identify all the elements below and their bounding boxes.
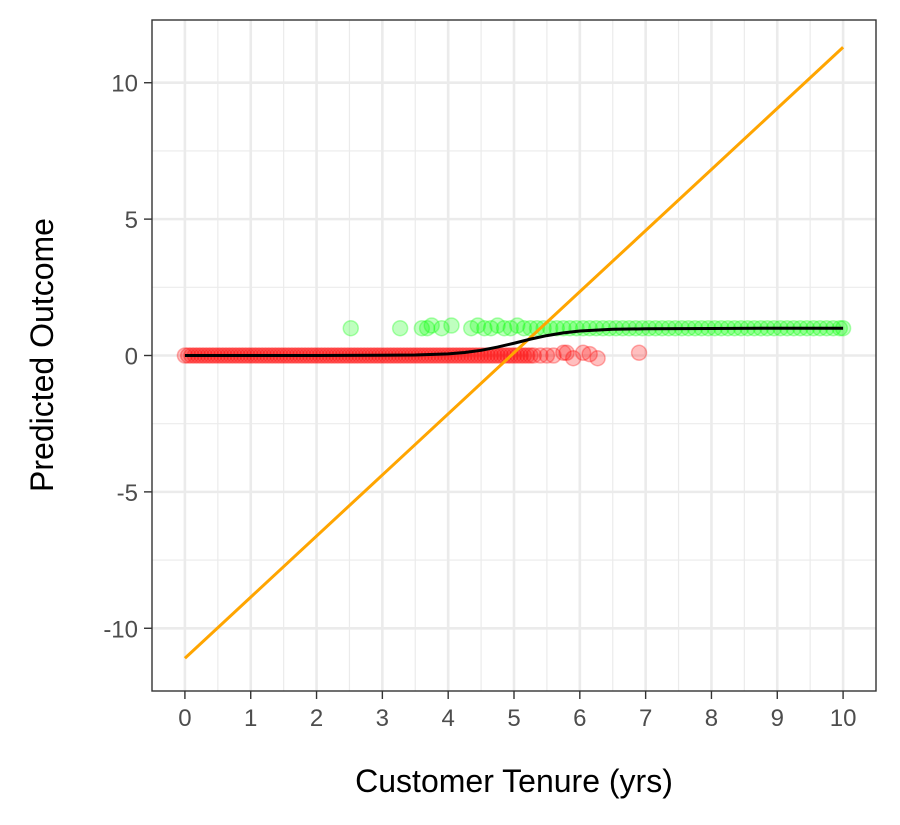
data-point bbox=[495, 319, 513, 337]
data-point bbox=[558, 344, 575, 362]
x-tick-label: 5 bbox=[507, 705, 520, 732]
data-point bbox=[545, 347, 562, 364]
data-point bbox=[391, 319, 409, 337]
y-tick-label: 5 bbox=[125, 207, 138, 234]
x-tick-label: 1 bbox=[244, 705, 257, 732]
data-layer bbox=[176, 46, 852, 660]
data-point bbox=[525, 347, 542, 364]
x-tick-label: 3 bbox=[376, 705, 389, 732]
reference-line bbox=[183, 46, 845, 660]
data-point bbox=[469, 317, 487, 334]
data-point bbox=[413, 319, 431, 337]
data-point bbox=[482, 319, 500, 337]
data-point bbox=[589, 349, 606, 367]
data-point bbox=[502, 319, 519, 337]
fitted-curve bbox=[184, 326, 844, 357]
data-point bbox=[518, 347, 536, 364]
data-point bbox=[499, 347, 516, 364]
x-tick-label: 6 bbox=[573, 705, 586, 732]
x-axis-title: Customer Tenure (yrs) bbox=[355, 763, 673, 799]
y-tick-label: -10 bbox=[103, 616, 138, 643]
x-tick-label: 9 bbox=[771, 705, 784, 732]
x-tick-label: 2 bbox=[310, 705, 323, 732]
data-point bbox=[588, 319, 605, 337]
y-tick-label: 10 bbox=[111, 71, 138, 98]
x-tick-label: 8 bbox=[705, 705, 718, 732]
data-point bbox=[489, 317, 506, 334]
x-tick-label: 7 bbox=[639, 705, 652, 732]
data-point bbox=[509, 317, 526, 334]
major-gridlines bbox=[152, 20, 876, 691]
data-point bbox=[443, 317, 460, 334]
x-tick-label: 10 bbox=[830, 705, 857, 732]
data-point bbox=[505, 347, 523, 364]
data-point bbox=[476, 319, 493, 337]
x-tick-label: 0 bbox=[178, 705, 191, 732]
x-axis: 0 1 2 3 4 5 6 7 8 9 10 bbox=[178, 691, 856, 732]
y-tick-label: -5 bbox=[117, 480, 138, 507]
data-point bbox=[528, 319, 546, 337]
y-axis-title: Predicted Outcome bbox=[24, 218, 60, 492]
data-point bbox=[555, 344, 572, 362]
y-axis: -10 -5 0 5 10 bbox=[103, 71, 152, 643]
data-point bbox=[418, 319, 436, 337]
data-point bbox=[538, 347, 556, 364]
y-tick-label: 0 bbox=[125, 344, 138, 371]
data-point bbox=[515, 319, 533, 337]
data-point bbox=[630, 344, 648, 362]
data-point bbox=[342, 319, 360, 337]
data-point bbox=[423, 317, 440, 334]
data-point bbox=[581, 345, 598, 363]
data-point bbox=[433, 319, 450, 337]
data-point bbox=[574, 344, 592, 362]
data-point bbox=[462, 319, 480, 337]
data-point bbox=[522, 347, 539, 364]
data-point bbox=[564, 349, 582, 367]
data-point bbox=[532, 347, 549, 364]
x-tick-label: 4 bbox=[442, 705, 455, 732]
data-point bbox=[515, 347, 533, 364]
